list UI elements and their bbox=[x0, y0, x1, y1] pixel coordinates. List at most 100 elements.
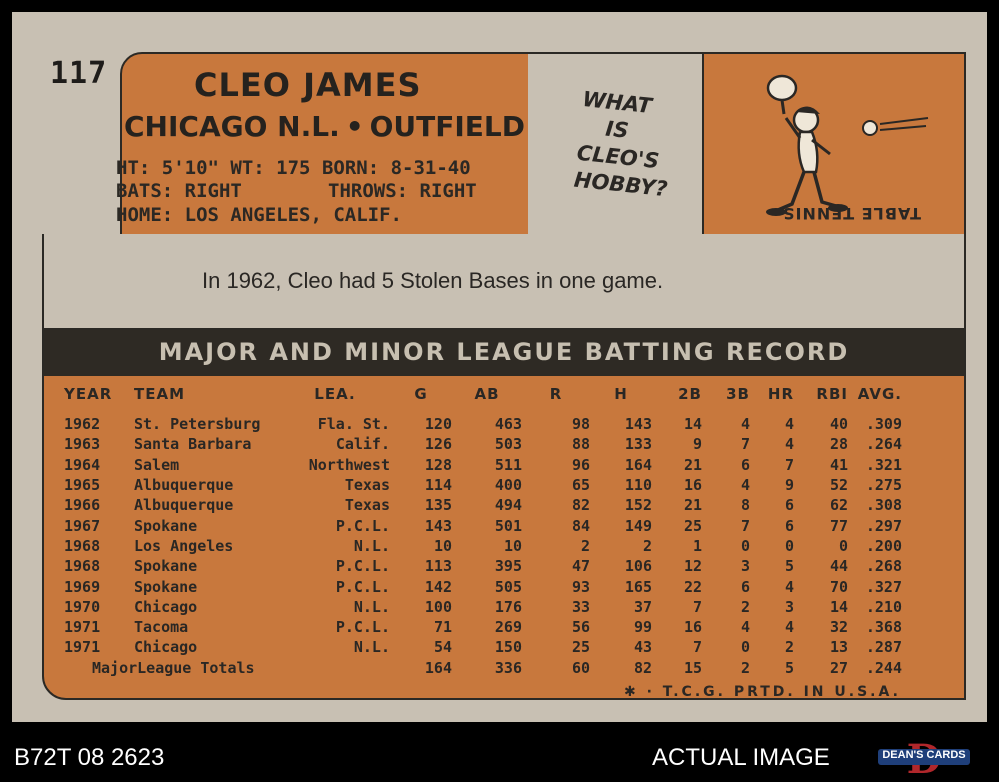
table-cell: 22 bbox=[683, 577, 702, 596]
table-cell: 1970 bbox=[64, 597, 101, 616]
table-cell: 21 bbox=[683, 496, 702, 515]
table-cell: 10 bbox=[503, 536, 522, 555]
table-cell: 9 bbox=[692, 435, 702, 454]
table-cell: 1968 bbox=[64, 536, 101, 555]
table-cell: 164 bbox=[624, 455, 652, 474]
table-row: 1968 Los Angeles N.L. 10 10 2 2 1 0 0 0.200 bbox=[64, 536, 902, 556]
position: OUTFIELD bbox=[369, 110, 526, 143]
dealer-logo-text: DEAN'S CARDS bbox=[882, 749, 966, 761]
table-cell: .264 bbox=[865, 435, 902, 454]
table-cell: 1968 bbox=[64, 557, 101, 576]
throws: THROWS: RIGHT bbox=[328, 180, 477, 202]
column-header: 3B bbox=[726, 385, 750, 403]
table-cell: 400 bbox=[494, 476, 522, 495]
table-cell: 33 bbox=[571, 597, 590, 616]
table-cell: 100 bbox=[424, 597, 452, 616]
totals-cell: 2 bbox=[740, 658, 750, 677]
table-row: 1971 Chicago N.L. 54 150 25 43 7 0 2 13 .287 bbox=[64, 637, 902, 657]
table-cell: 0 bbox=[740, 536, 750, 555]
table-cell: Spokane bbox=[134, 577, 198, 596]
table-cell: Salem bbox=[134, 455, 180, 474]
table-cell: 71 bbox=[433, 618, 452, 637]
table-cell: Calif. bbox=[335, 435, 390, 454]
cartoon-answer-panel: TABLE TENNIS bbox=[702, 52, 966, 238]
item-id-label: B72T 08 2623 bbox=[14, 744, 165, 771]
player-info-panel: CLEO JAMES CHICAGO N.L. • OUTFIELD HT: 5'1… bbox=[116, 52, 532, 238]
table-cell: 1967 bbox=[64, 516, 101, 535]
table-cell: 165 bbox=[624, 577, 652, 596]
actual-image-label: ACTUAL IMAGE bbox=[652, 744, 830, 771]
player-name: CLEO JAMES bbox=[194, 66, 422, 104]
totals-row: MajorLeague Totals 164 336 60 82 15 2 5 … bbox=[64, 658, 902, 678]
table-row: 1962 St. Petersburg Fla. St. 120 463 98 143 14 4… bbox=[64, 414, 902, 434]
card-number: 117 bbox=[50, 56, 108, 91]
table-cell: 96 bbox=[571, 455, 590, 474]
table-cell: 52 bbox=[829, 476, 848, 495]
table-cell: 6 bbox=[740, 577, 750, 596]
table-cell: Spokane bbox=[134, 557, 198, 576]
table-row: 1965 Albuquerque Texas 114 400 65 110 16 4 9 52 .27… bbox=[64, 475, 902, 495]
batting-record-table: YEAR TEAM LEA. G AB R H 2B 3B HR RBI AVG… bbox=[64, 382, 902, 678]
table-cell: 77 bbox=[829, 516, 848, 535]
table-cell: 32 bbox=[829, 618, 848, 637]
totals-cell: 82 bbox=[633, 658, 652, 677]
totals-cell: 15 bbox=[683, 658, 702, 677]
table-cell: 54 bbox=[433, 638, 452, 657]
table-cell: 65 bbox=[571, 476, 590, 495]
table-cell: P.C.L. bbox=[335, 577, 390, 596]
table-cell: 10 bbox=[433, 536, 452, 555]
separator-dot: • bbox=[345, 110, 364, 143]
player-fact: In 1962, Cleo had 5 Stolen Bases in one … bbox=[202, 268, 664, 293]
table-cell: 16 bbox=[683, 618, 702, 637]
table-cell: 133 bbox=[624, 435, 652, 454]
totals-cell: 336 bbox=[494, 658, 522, 677]
table-row: 1964 Salem Northwest 128 511 96 164 21 6 7 41 .321 bbox=[64, 455, 902, 475]
table-cell: 7 bbox=[692, 597, 702, 616]
table-cell: 2 bbox=[580, 536, 590, 555]
column-header: H bbox=[614, 385, 628, 403]
table-cell: .200 bbox=[865, 536, 902, 555]
table-cell: P.C.L. bbox=[335, 557, 390, 576]
column-header: TEAM bbox=[134, 385, 186, 403]
table-cell: 395 bbox=[494, 557, 522, 576]
spacer-cell bbox=[64, 406, 902, 414]
bio-line-home: HOME: LOS ANGELES, CALIF. bbox=[116, 204, 402, 226]
table-cell: .309 bbox=[865, 415, 902, 434]
table-cell: 143 bbox=[424, 516, 452, 535]
table-cell: 41 bbox=[829, 455, 848, 474]
table-cell: 4 bbox=[740, 618, 750, 637]
table-row: 1969 Spokane P.C.L. 142 505 93 165 22 6 4 70 .327 bbox=[64, 576, 902, 596]
table-cell: 9 bbox=[784, 476, 794, 495]
table-cell: 110 bbox=[624, 476, 652, 495]
column-header: AVG. bbox=[857, 385, 902, 403]
table-cell: Texas bbox=[344, 476, 390, 495]
record-title-bar: MAJOR AND MINOR LEAGUE BATTING RECORD bbox=[44, 330, 964, 376]
table-cell: 0 bbox=[784, 536, 794, 555]
table-cell: 4 bbox=[784, 618, 794, 637]
table-cell: Northwest bbox=[308, 455, 390, 474]
totals-cell: 5 bbox=[784, 658, 794, 677]
table-cell: .210 bbox=[865, 597, 902, 616]
table-cell: 1965 bbox=[64, 476, 101, 495]
table-cell: .327 bbox=[865, 577, 902, 596]
table-row: 1971 Tacoma P.C.L. 71 269 56 99 16 4 4 32 .368 bbox=[64, 617, 902, 637]
column-header: R bbox=[549, 385, 563, 403]
table-cell: 126 bbox=[424, 435, 452, 454]
column-header: G bbox=[414, 385, 428, 403]
weight: WT: 175 bbox=[230, 157, 311, 179]
table-cell: 14 bbox=[829, 597, 848, 616]
table-cell: .268 bbox=[865, 557, 902, 576]
table-cell: .368 bbox=[865, 618, 902, 637]
table-cell: 7 bbox=[740, 435, 750, 454]
table-cell: 463 bbox=[494, 415, 522, 434]
totals-label: MajorLeague Totals bbox=[92, 658, 255, 677]
table-cell: 1971 bbox=[64, 638, 101, 657]
dealer-logo: D DEAN'S CARDS bbox=[876, 736, 972, 782]
table-cell: 62 bbox=[829, 496, 848, 515]
table-cell: .287 bbox=[865, 638, 902, 657]
batting-record-panel: MAJOR AND MINOR LEAGUE BATTING RECORD YE… bbox=[42, 328, 966, 700]
column-header: LEA. bbox=[314, 385, 356, 403]
column-header: YEAR bbox=[64, 385, 113, 403]
printer-note: ✱ · T.C.G. PRTD. IN U.S.A. bbox=[624, 684, 901, 700]
bio-line-physical: HT: 5'10" WT: 175 BORN: 8-31-40 bbox=[116, 157, 471, 179]
